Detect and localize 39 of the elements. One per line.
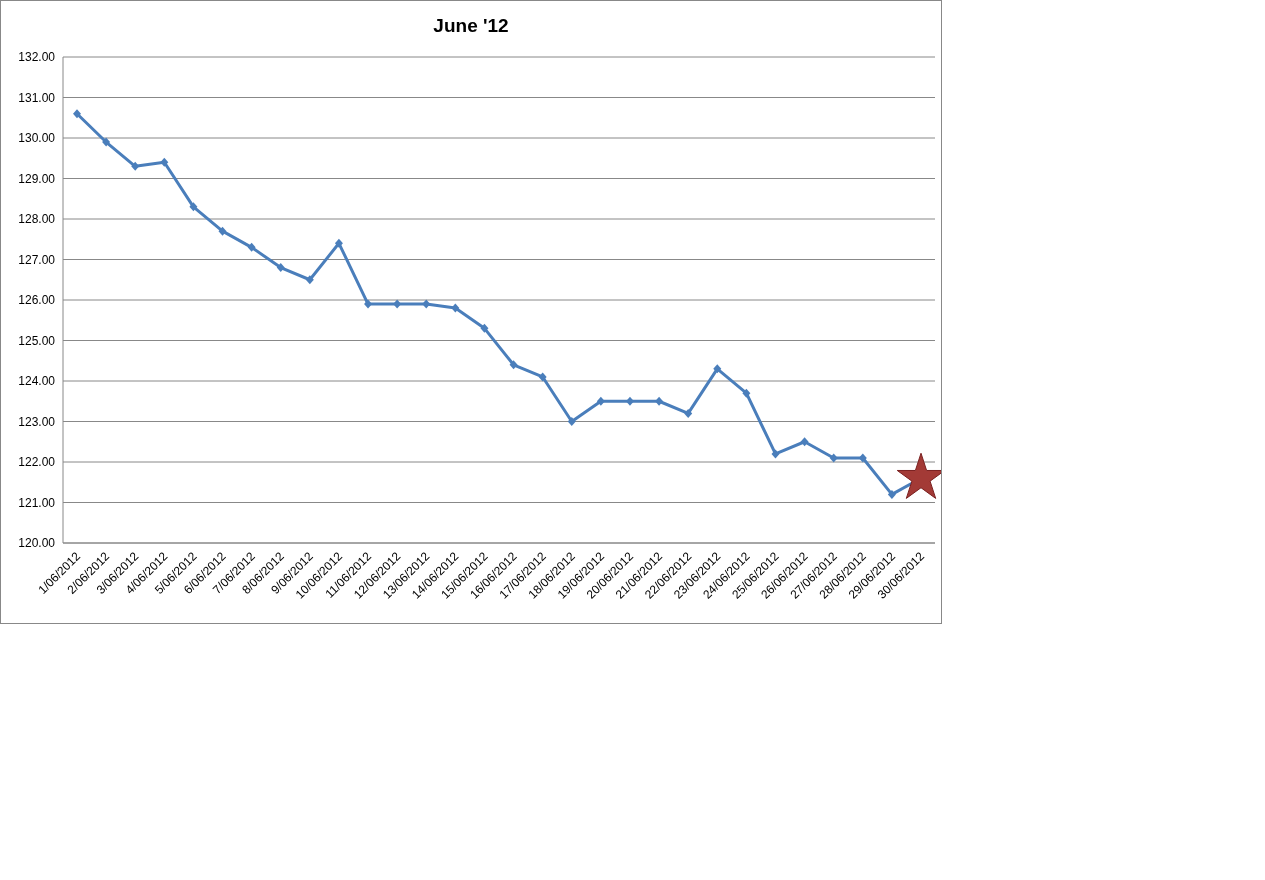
point	[829, 453, 838, 463]
point	[509, 360, 518, 370]
point	[422, 299, 431, 309]
point	[334, 238, 343, 248]
point	[160, 157, 169, 167]
y-tick-label: 123.00	[18, 414, 56, 429]
y-tick-label: 121.00	[18, 495, 56, 510]
point	[102, 137, 111, 147]
point	[742, 388, 751, 398]
point	[305, 275, 314, 285]
y-tick-label: 127.00	[18, 252, 56, 267]
y-tick-label: 130.00	[18, 131, 56, 146]
y-tick-label: 124.00	[18, 374, 56, 389]
y-tick-label: 122.00	[18, 455, 56, 470]
y-tick-label: 120.00	[18, 536, 56, 551]
y-tick-label: 125.00	[18, 333, 56, 348]
y-tick-label: 131.00	[18, 90, 56, 105]
point	[596, 396, 605, 406]
point	[276, 263, 285, 273]
point	[218, 226, 227, 236]
point	[451, 303, 460, 313]
point	[713, 364, 722, 374]
point	[567, 417, 576, 426]
point	[73, 109, 81, 119]
point	[131, 161, 140, 171]
point	[800, 437, 809, 447]
point	[887, 489, 896, 499]
chart-title: June '12	[432, 14, 510, 38]
point	[189, 202, 198, 212]
point	[247, 242, 256, 252]
y-tick-label: 128.00	[18, 212, 56, 227]
y-tick-label: 132.00	[18, 50, 56, 65]
point	[684, 408, 693, 418]
point	[655, 396, 664, 406]
point	[771, 449, 780, 459]
point	[538, 372, 547, 382]
y-tick-label: 129.00	[18, 171, 56, 186]
point	[480, 323, 489, 333]
y-tick-label: 126.00	[18, 293, 56, 308]
